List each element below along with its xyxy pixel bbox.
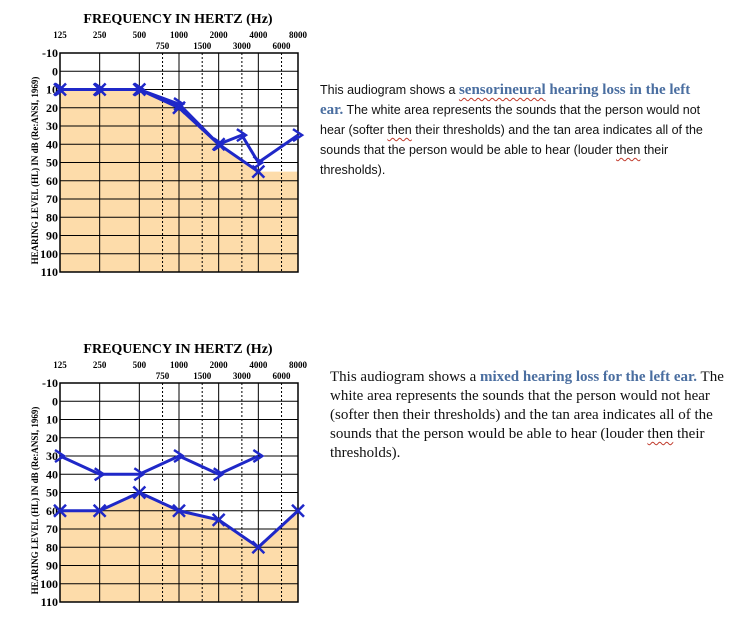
data-point-bracket	[236, 128, 249, 143]
y-tick-label: -10	[42, 376, 58, 390]
data-point-x	[211, 512, 226, 527]
plot-border	[59, 52, 299, 273]
y-tick-label: 0	[52, 394, 58, 408]
desc-text: This audiogram shows a	[330, 369, 480, 385]
data-point-bracket	[173, 448, 186, 464]
x-tick-label: 250	[93, 360, 107, 370]
audiogram-description-2: This audiogram shows a mixed hearing los…	[330, 368, 725, 463]
x-tick-label: 4000	[249, 30, 268, 40]
series-line	[59, 454, 259, 476]
data-point-bracket	[252, 155, 265, 170]
data-point-x	[53, 503, 67, 518]
audiogram-description-1: This audiogram shows a sensorineural hea…	[320, 80, 715, 180]
y-axis-label: HEARING LEVEL (HL) IN dB (Re:ANSI, 1969)	[30, 77, 40, 265]
x-tick-label: 125	[53, 360, 67, 370]
audiogram-svg: FREQUENCY IN HERTZ (Hz)125 250 500 1000 2000…	[30, 12, 308, 279]
x-tick-label: 1500	[193, 41, 212, 51]
y-tick-label: 80	[46, 210, 58, 224]
desc-text: then	[647, 426, 674, 442]
y-tick-label: 110	[41, 265, 58, 279]
y-tick-label: 40	[46, 137, 58, 151]
y-tick-label: -10	[42, 46, 58, 60]
desc-emphasis: mixed hearing loss for the left ear.	[479, 369, 698, 385]
y-tick-label: 70	[46, 522, 58, 536]
audiogram-svg: FREQUENCY IN HERTZ (Hz)125 250 500 1000 2000…	[30, 342, 308, 609]
data-point-x	[92, 503, 107, 518]
y-tick-label: 20	[46, 101, 58, 115]
x-tick-label: 6000	[273, 41, 292, 51]
x-tick-label: 1500	[193, 371, 212, 381]
data-point-bracket	[54, 448, 67, 464]
x-tick-label: 8000	[289, 30, 308, 40]
x-tick-label: 500	[133, 30, 147, 40]
y-tick-label: 100	[40, 577, 58, 591]
data-point-bracket	[54, 82, 67, 97]
x-tick-label: 250	[93, 30, 107, 40]
y-tick-label: 40	[46, 467, 58, 481]
data-point-bracket	[212, 137, 225, 152]
desc-emphasis: hearing loss in the left ear.	[320, 82, 691, 118]
data-point-bracket	[173, 97, 186, 112]
y-tick-label: 20	[46, 431, 58, 445]
data-point-bracket	[93, 82, 106, 97]
chart-title: FREQUENCY IN HERTZ (Hz)	[83, 342, 272, 357]
desc-text: The white area represents the sounds tha…	[320, 103, 701, 137]
data-point-x	[132, 485, 147, 500]
desc-text: their thresholds) and the tan area indic…	[320, 123, 703, 157]
y-tick-label: 90	[46, 559, 58, 573]
x-tick-label: 6000	[273, 371, 292, 381]
x-tick-label: 2000	[210, 360, 229, 370]
y-tick-label: 110	[41, 595, 58, 609]
x-tick-label: 8000	[289, 360, 308, 370]
audiogram-chart-2: FREQUENCY IN HERTZ (Hz) 125 250 500 1000 2000…	[0, 330, 310, 620]
x-tick-label: 500	[133, 360, 147, 370]
y-tick-label: 70	[46, 192, 58, 206]
x-tick-label: 1000	[170, 360, 189, 370]
y-tick-label: 100	[40, 247, 58, 261]
desc-text: The white area represents the sounds tha…	[330, 369, 724, 442]
y-tick-label: 10	[46, 413, 58, 427]
data-point-x	[291, 503, 305, 518]
desc-text: then	[387, 123, 412, 137]
desc-text: then	[616, 143, 641, 157]
y-tick-label: 50	[46, 486, 58, 500]
data-point-bracket	[252, 448, 265, 464]
x-tick-label: 750	[156, 41, 170, 51]
x-tick-label: 1000	[170, 30, 189, 40]
y-tick-label: 90	[46, 229, 58, 243]
desc-emphasis: sensorineural	[458, 82, 546, 98]
data-point-bracket	[133, 467, 146, 482]
x-tick-label: 750	[156, 371, 170, 381]
y-tick-label: 60	[46, 174, 58, 188]
data-point-bracket	[133, 82, 146, 97]
y-tick-label: 30	[46, 119, 58, 133]
y-tick-label: 80	[46, 540, 58, 554]
desc-text: their thresholds).	[330, 426, 705, 461]
desc-text: their thresholds).	[320, 143, 669, 177]
y-axis-label: HEARING LEVEL (HL) IN dB (Re:ANSI, 1969)	[30, 407, 40, 595]
data-point-bracket	[292, 128, 305, 143]
data-point-x	[172, 503, 186, 518]
data-point-bracket	[93, 467, 106, 482]
x-tick-label: 125	[53, 30, 67, 40]
y-tick-label: 30	[46, 449, 58, 463]
x-tick-label: 2000	[210, 30, 229, 40]
x-tick-label: 3000	[233, 371, 252, 381]
data-point-bracket	[212, 467, 225, 482]
x-tick-label: 4000	[249, 360, 268, 370]
chart-title: FREQUENCY IN HERTZ (Hz)	[83, 12, 272, 27]
plot-border	[59, 382, 299, 603]
desc-text: This audiogram shows a	[320, 83, 459, 97]
y-tick-label: 50	[46, 156, 58, 170]
y-tick-label: 0	[52, 64, 58, 78]
x-tick-label: 3000	[233, 41, 252, 51]
audiogram-chart-1: FREQUENCY IN HERTZ (Hz) 125 250 500 1000 2000…	[0, 0, 310, 290]
data-point-x	[251, 540, 266, 555]
